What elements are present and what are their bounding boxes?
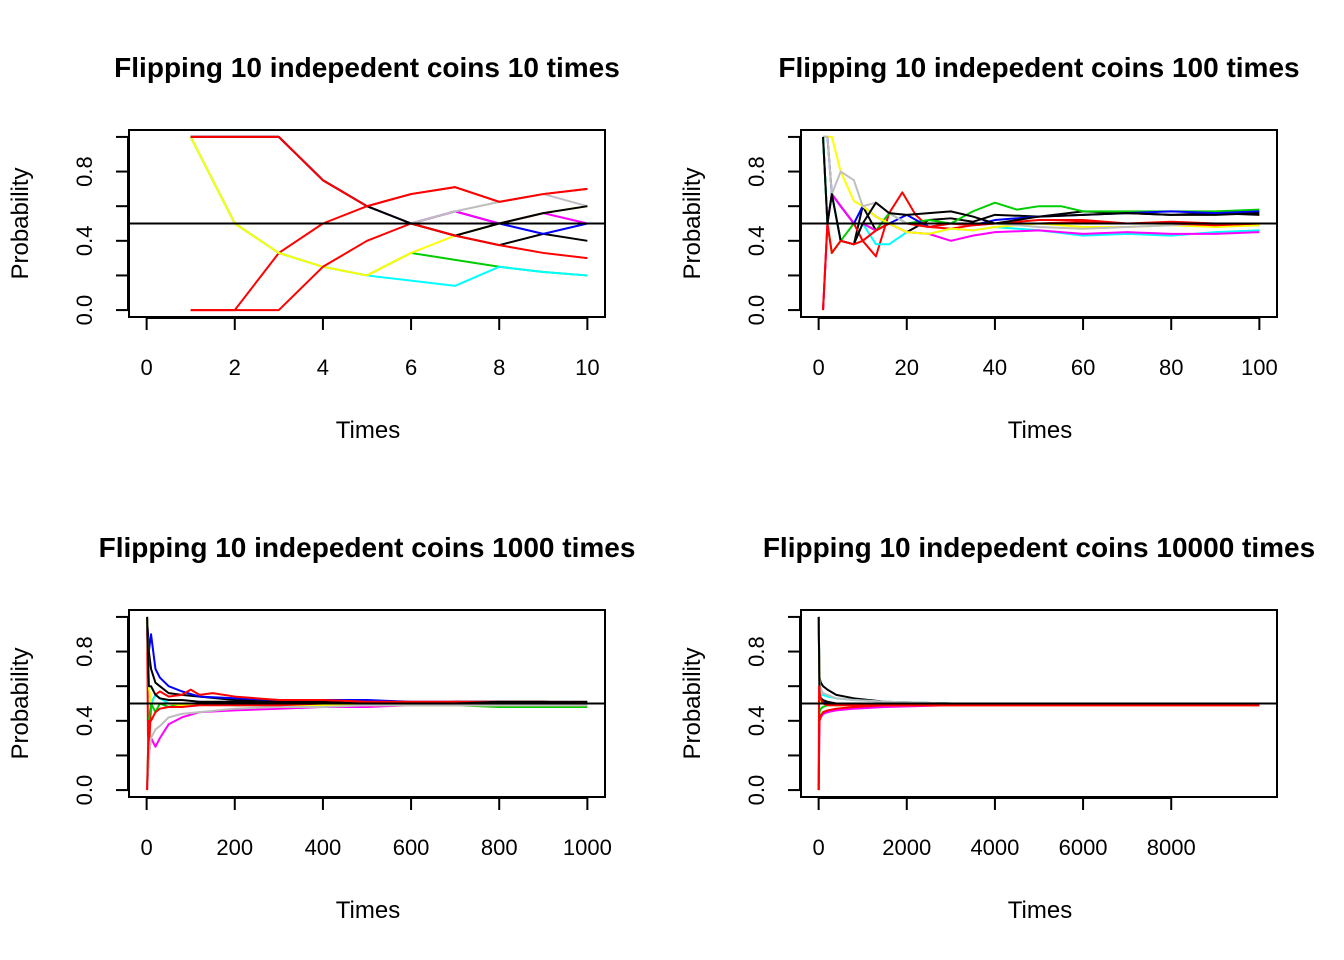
x-tick-label: 6000	[1059, 835, 1108, 860]
x-axis-label: Times	[1008, 417, 1072, 444]
y-tick-label: 0.8	[744, 636, 769, 667]
series-line-8	[146, 704, 588, 791]
x-tick-label: 600	[393, 835, 430, 860]
x-tick-label: 20	[895, 355, 919, 380]
chart-title: Flipping 10 indepedent coins 100 times	[778, 52, 1299, 83]
y-tick-label: 0.0	[72, 295, 97, 326]
chart-title: Flipping 10 indepedent coins 1000 times	[99, 532, 636, 563]
y-tick-label: 0.0	[744, 775, 769, 806]
x-tick-label: 0	[141, 355, 153, 380]
x-axis-label: Times	[336, 897, 400, 924]
chart-title: Flipping 10 indepedent coins 10000 times	[763, 532, 1315, 563]
y-tick-label: 0.4	[72, 226, 97, 257]
y-tick-label: 0.8	[744, 156, 769, 187]
chart-panel-1: Flipping 10 indepedent coins 10 times 0 2 4…	[7, 52, 620, 444]
x-tick-label: 6	[405, 355, 417, 380]
x-tick-label: 80	[1159, 355, 1183, 380]
y-axis-label: Probability	[679, 167, 706, 279]
y-tick-label: 0.4	[72, 706, 97, 737]
x-tick-label: 10	[575, 355, 599, 380]
x-tick-label: 8000	[1147, 835, 1196, 860]
y-axis-label: Probability	[7, 167, 34, 279]
chart-title: Flipping 10 indepedent coins 10 times	[114, 52, 620, 83]
y-tick-label: 0.4	[744, 706, 769, 737]
x-tick-label: 40	[983, 355, 1007, 380]
x-tick-label: 200	[216, 835, 253, 860]
chart-panel-2: Flipping 10 indepedent coins 100 times 0 2…	[679, 52, 1300, 444]
y-tick-label: 0.0	[72, 775, 97, 806]
x-tick-label: 800	[481, 835, 518, 860]
x-tick-label: 400	[305, 835, 342, 860]
y-tick-label: 0.0	[744, 295, 769, 326]
chart-panel-4: Flipping 10 indepedent coins 10000 times…	[679, 532, 1315, 924]
series-group	[822, 135, 1260, 311]
x-tick-label: 8	[493, 355, 505, 380]
y-tick-label: 0.8	[72, 156, 97, 187]
x-tick-label: 0	[813, 835, 825, 860]
y-tick-label: 0.4	[744, 226, 769, 257]
series-group	[189, 135, 588, 312]
x-tick-label: 4	[317, 355, 329, 380]
x-tick-label: 0	[813, 355, 825, 380]
x-tick-label: 2000	[882, 835, 931, 860]
x-tick-label: 60	[1071, 355, 1095, 380]
x-tick-label: 0	[141, 835, 153, 860]
series-line-11	[190, 135, 588, 208]
chart-panel-3: Flipping 10 indepedent coins 1000 times 0…	[7, 532, 635, 924]
series-line-10	[190, 222, 588, 312]
y-axis-label: Probability	[679, 647, 706, 759]
x-tick-label: 2	[229, 355, 241, 380]
x-tick-label: 4000	[970, 835, 1019, 860]
x-tick-label: 1000	[563, 835, 612, 860]
x-axis-label: Times	[336, 417, 400, 444]
series-line-10	[817, 685, 1260, 791]
x-tick-label: 100	[1241, 355, 1278, 380]
y-axis-label: Probability	[7, 647, 34, 759]
y-tick-label: 0.8	[72, 636, 97, 667]
x-axis-label: Times	[1008, 897, 1072, 924]
